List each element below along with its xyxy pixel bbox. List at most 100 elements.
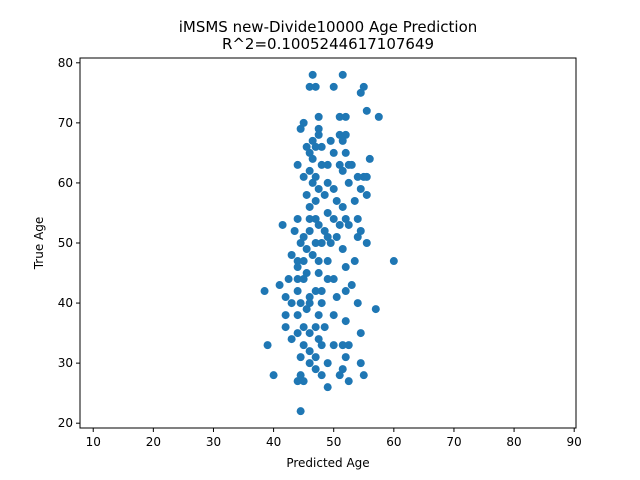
point	[299, 257, 308, 266]
point	[356, 226, 365, 235]
point	[323, 178, 332, 187]
plot-frame	[79, 57, 577, 429]
point	[311, 323, 320, 332]
point	[308, 70, 317, 79]
point	[302, 245, 311, 254]
point	[311, 287, 320, 296]
point	[305, 299, 314, 308]
point	[305, 82, 314, 91]
point	[317, 299, 326, 308]
point	[356, 359, 365, 368]
point	[305, 359, 314, 368]
x-tick-label: 20	[146, 435, 161, 449]
point	[326, 136, 335, 145]
point	[299, 275, 308, 284]
point	[350, 257, 359, 266]
point	[299, 232, 308, 241]
point	[344, 178, 353, 187]
point	[320, 323, 329, 332]
point	[317, 341, 326, 350]
point	[302, 305, 311, 314]
point	[329, 341, 338, 350]
point	[329, 275, 338, 284]
point	[338, 365, 347, 374]
point	[362, 172, 371, 181]
point	[308, 136, 317, 145]
point	[305, 166, 314, 175]
point	[314, 184, 323, 193]
point	[287, 251, 296, 260]
point	[311, 82, 320, 91]
point	[338, 341, 347, 350]
point	[317, 371, 326, 380]
point	[305, 226, 314, 235]
point	[278, 220, 287, 229]
point	[362, 190, 371, 199]
point	[353, 232, 362, 241]
point	[389, 257, 398, 266]
point	[287, 299, 296, 308]
point	[281, 311, 290, 320]
point	[341, 112, 350, 121]
point	[320, 226, 329, 235]
point	[356, 184, 365, 193]
point	[299, 172, 308, 181]
point	[314, 220, 323, 229]
point	[338, 202, 347, 211]
point	[305, 293, 314, 302]
point	[299, 377, 308, 386]
point	[260, 287, 269, 296]
point	[311, 142, 320, 151]
point	[374, 112, 383, 121]
point	[293, 287, 302, 296]
y-tick-label: 40	[58, 296, 73, 310]
point	[305, 329, 314, 338]
point	[293, 377, 302, 386]
point	[269, 371, 278, 380]
x-tick-label: 80	[506, 435, 521, 449]
chart-title: iMSMS new-Divide10000 Age Prediction	[179, 18, 478, 36]
y-tick-label: 20	[58, 416, 73, 430]
point	[314, 269, 323, 278]
point	[332, 232, 341, 241]
point	[293, 257, 302, 266]
point	[317, 160, 326, 169]
point	[338, 166, 347, 175]
y-tick-label: 60	[58, 176, 73, 190]
point	[362, 106, 371, 115]
point	[341, 317, 350, 326]
point	[359, 371, 368, 380]
point	[365, 154, 374, 163]
point	[296, 371, 305, 380]
point	[332, 196, 341, 205]
point	[281, 323, 290, 332]
point	[305, 214, 314, 223]
point	[329, 148, 338, 157]
point	[335, 130, 344, 139]
point	[311, 353, 320, 362]
point	[344, 341, 353, 350]
point	[317, 239, 326, 247]
point	[290, 226, 299, 235]
point	[332, 293, 341, 302]
point	[293, 275, 302, 284]
y-axis-label: True Age	[32, 217, 46, 271]
point	[347, 160, 356, 169]
point	[308, 178, 317, 187]
point	[314, 130, 323, 139]
point	[338, 245, 347, 254]
point	[359, 82, 368, 91]
point	[263, 341, 272, 350]
point	[296, 239, 305, 247]
point	[314, 112, 323, 121]
point	[323, 275, 332, 284]
point	[344, 220, 353, 229]
point	[338, 70, 347, 79]
y-tick-label: 50	[58, 236, 73, 250]
point	[302, 190, 311, 199]
point	[305, 148, 314, 157]
y-tick-label: 70	[58, 116, 73, 130]
y-tick-label: 80	[58, 56, 73, 70]
point	[341, 148, 350, 157]
